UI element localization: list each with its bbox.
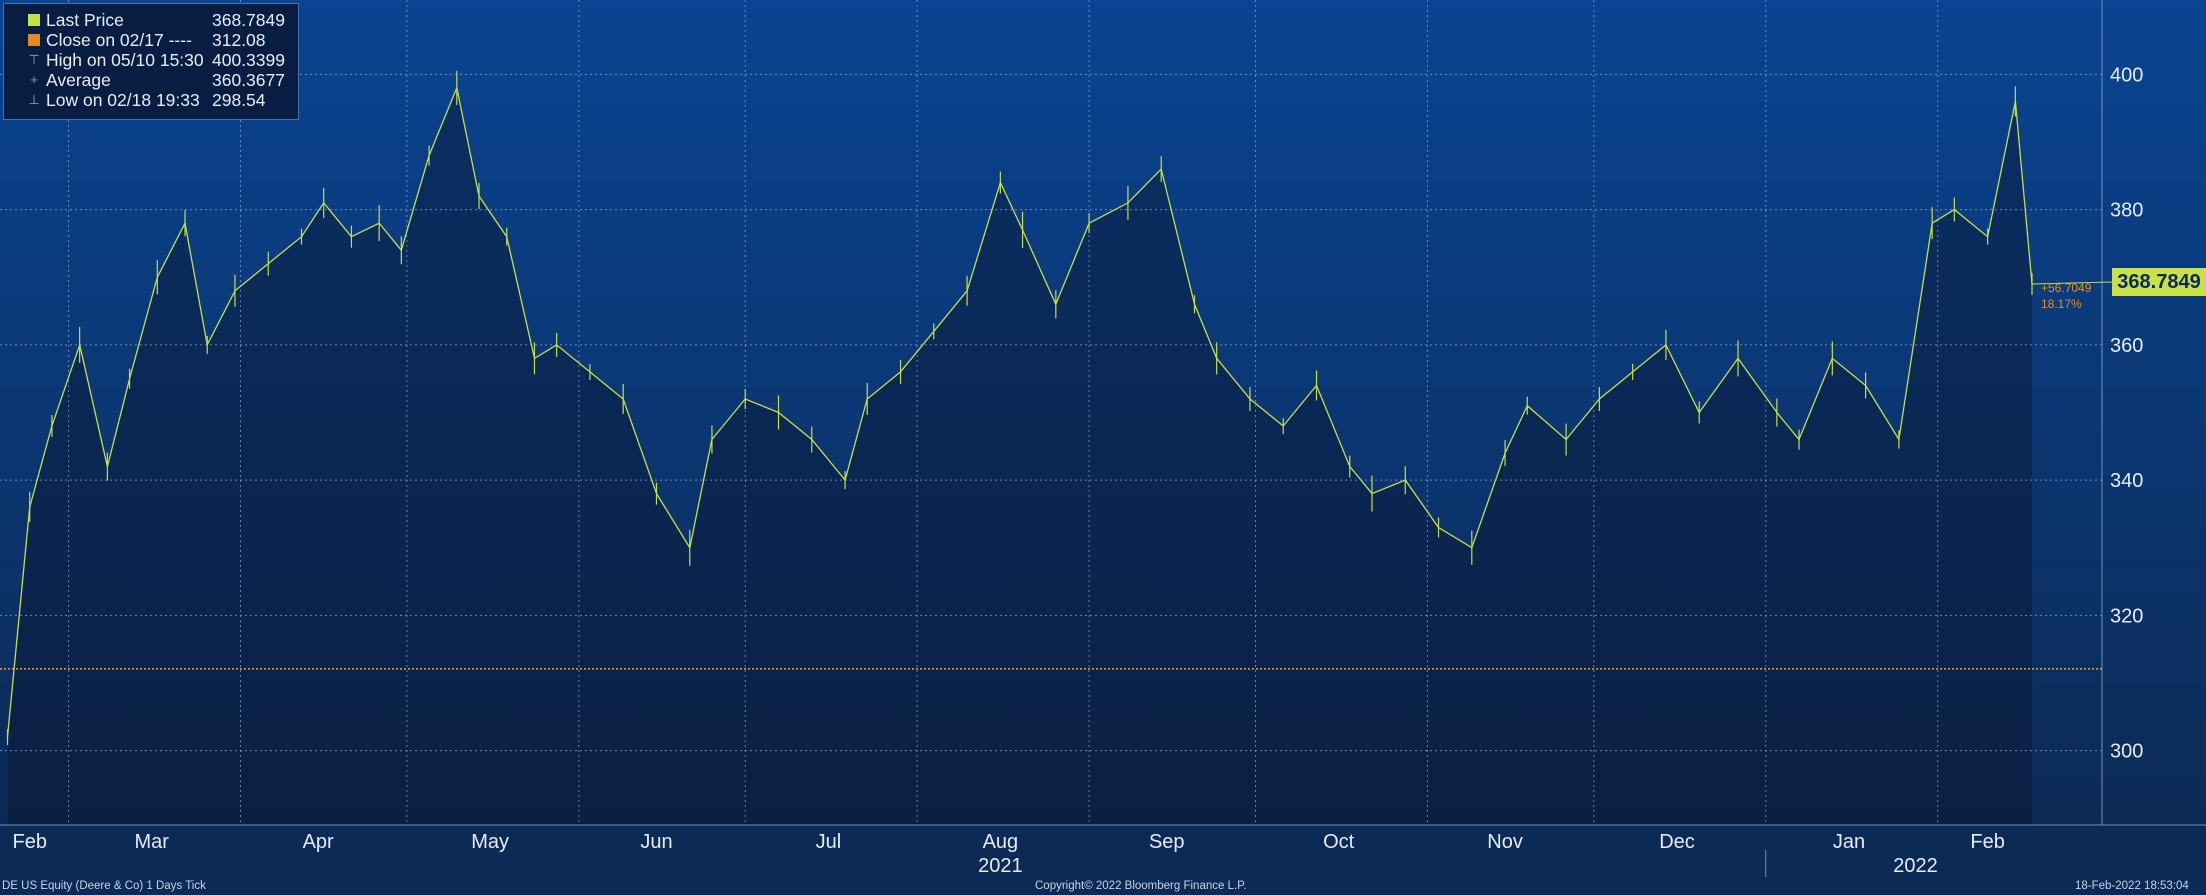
x-tick-label: Sep (1149, 831, 1185, 853)
x-tick-label: May (471, 831, 509, 853)
last-price-tag: 368.7849 (2112, 268, 2206, 296)
close-swatch (28, 34, 40, 46)
average-marker-icon: + (30, 72, 38, 87)
last-price-swatch (28, 14, 40, 26)
x-tick-label: Jan (1833, 831, 1865, 853)
x-tick-label: Aug (983, 831, 1019, 853)
x-year-label: 2022 (1893, 855, 1938, 877)
legend-row-low: ⊥ Low on 02/18 19:33 298.54 (10, 90, 292, 110)
y-tick-label: 380 (2110, 200, 2143, 222)
high-marker-icon: ⊤ (28, 52, 40, 67)
last-price-leader (2031, 281, 2113, 285)
x-tick-label: Feb (1970, 831, 2004, 853)
legend-close-value: 312.08 (212, 30, 266, 50)
legend-row-close: Close on 02/17 ---- 312.08 (10, 30, 292, 50)
x-tick-label: Dec (1659, 831, 1695, 853)
x-year-label: 2021 (978, 855, 1023, 877)
legend-row-last: Last Price 368.7849 (10, 10, 292, 30)
footer-copyright: Copyright© 2022 Bloomberg Finance L.P. (1035, 880, 1247, 892)
axis-background (0, 825, 2206, 878)
x-tick-label: Jul (816, 831, 842, 853)
legend-low-label: Low on 02/18 19:33 (46, 90, 200, 110)
legend-high-value: 400.3399 (212, 50, 285, 70)
legend-last-value: 368.7849 (212, 10, 285, 30)
legend-last-label: Last Price (46, 10, 124, 30)
legend-high-label: High on 05/10 15:30 (46, 50, 204, 70)
y-tick-label: 340 (2110, 470, 2143, 492)
legend-close-label: Close on 02/17 ---- (46, 30, 192, 50)
y-tick-label: 300 (2110, 741, 2143, 763)
x-tick-label: Nov (1487, 831, 1523, 853)
change-percent: 18.17% (2041, 297, 2082, 311)
legend-row-average: + Average 360.3677 (10, 70, 292, 90)
y-tick-label: 320 (2110, 605, 2143, 627)
legend-box: Last Price 368.7849 Close on 02/17 ---- … (3, 3, 299, 120)
footer-ticker: DE US Equity (Deere & Co) 1 Days Tick (2, 880, 206, 892)
x-tick-label: Apr (303, 831, 334, 853)
footer-timestamp: 18-Feb-2022 18:53:04 (2075, 880, 2189, 892)
low-marker-icon: ⊥ (28, 92, 40, 107)
x-tick-label: Mar (135, 831, 170, 853)
legend-row-high: ⊤ High on 05/10 15:30 400.3399 (10, 50, 292, 70)
y-tick-label: 360 (2110, 335, 2143, 357)
legend-average-label: Average (46, 70, 111, 90)
footer-bar: DE US Equity (Deere & Co) 1 Days Tick Co… (0, 878, 2206, 895)
change-absolute: +56.7049 (2041, 281, 2092, 295)
legend-average-value: 360.3677 (212, 70, 285, 90)
x-tick-label: Feb (12, 831, 46, 853)
x-tick-label: Oct (1323, 831, 1355, 853)
legend-low-value: 298.54 (212, 90, 266, 110)
y-tick-label: 400 (2110, 64, 2143, 86)
price-area-fill (7, 87, 2032, 825)
x-tick-label: Jun (640, 831, 672, 853)
